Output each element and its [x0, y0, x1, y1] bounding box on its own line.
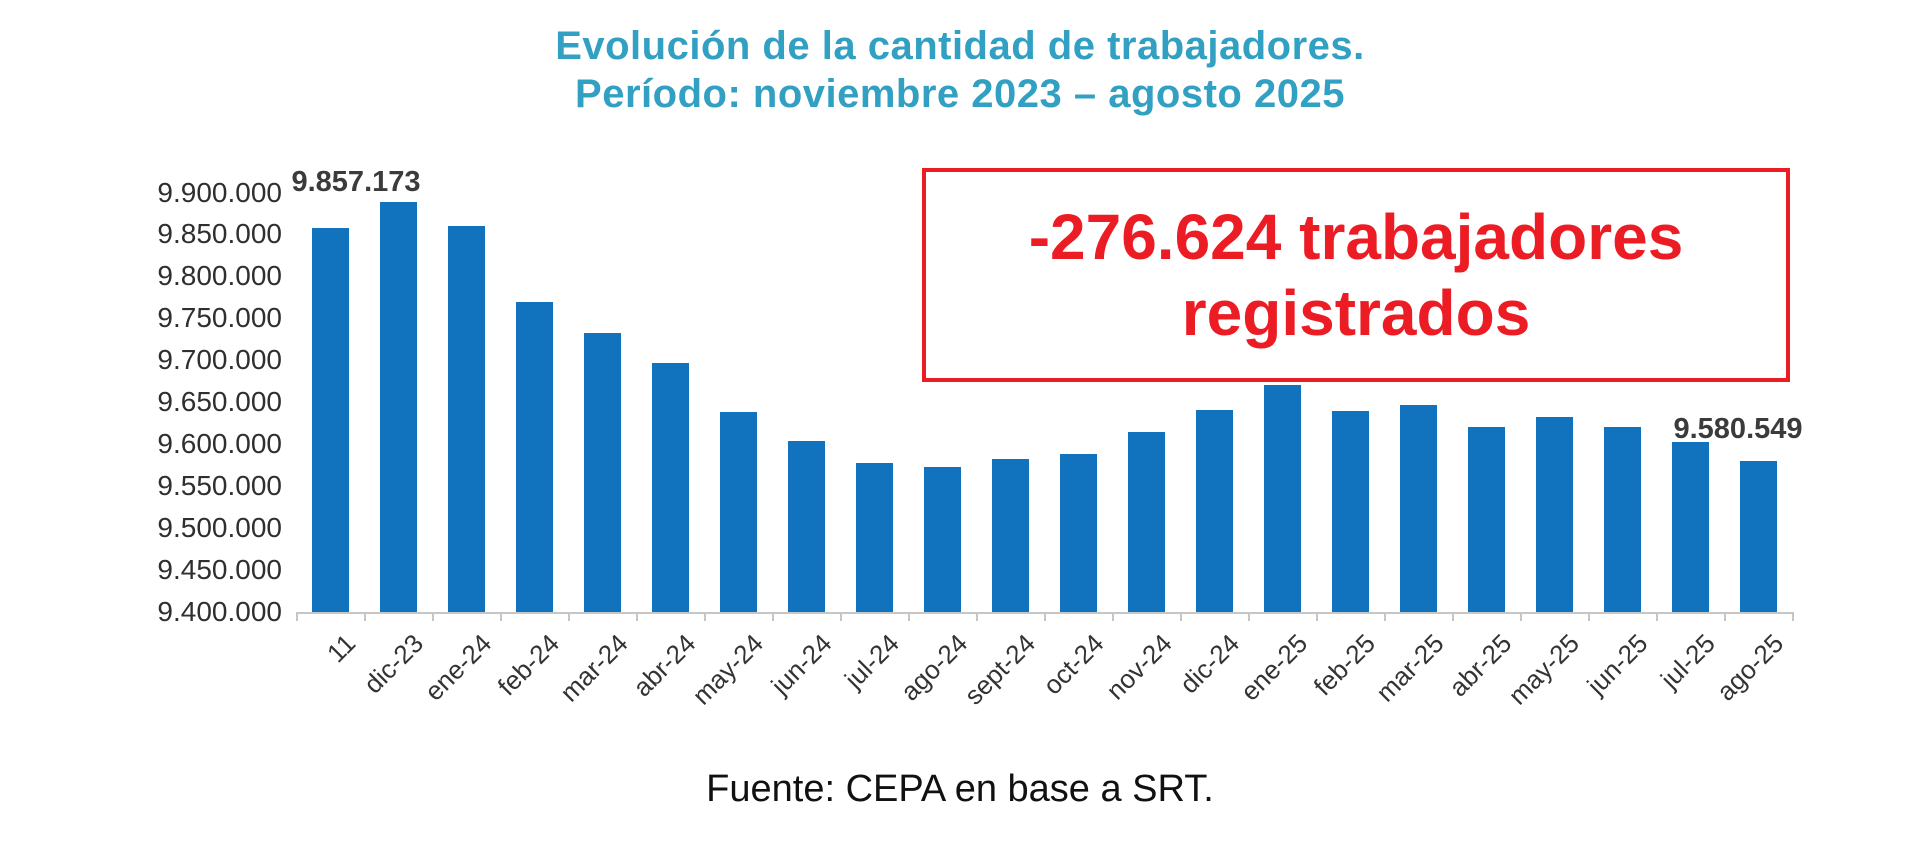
x-axis-label: ene-24 [418, 628, 498, 707]
bar-abr-24 [651, 362, 689, 612]
y-axis-tick-label: 9.900.000 [157, 176, 282, 208]
x-axis-label: 11 [320, 628, 362, 669]
bar-ago-24 [923, 466, 961, 612]
bar-jun-25 [1603, 426, 1641, 612]
tick-mark [908, 614, 910, 621]
bar-feb-25 [1331, 411, 1369, 612]
x-axis-label: may-25 [1502, 628, 1586, 711]
y-axis-tick-label: 9.650.000 [157, 386, 282, 418]
bar-feb-24 [515, 301, 553, 612]
x-axis-label: oct-24 [1036, 628, 1110, 701]
data-label: 9.857.173 [291, 166, 421, 199]
x-axis-label: sept-24 [958, 628, 1042, 711]
bar-sept-24 [991, 459, 1029, 612]
x-axis-label: feb-25 [1307, 628, 1382, 702]
bar-jun-24 [787, 440, 825, 612]
bar-may-24 [719, 412, 757, 612]
tick-mark [1044, 614, 1046, 621]
tick-mark [1112, 614, 1114, 621]
data-label: 9.580.549 [1673, 412, 1803, 445]
tick-mark [1520, 614, 1522, 621]
y-axis-tick-label: 9.450.000 [157, 554, 282, 586]
bar-ago-25 [1739, 460, 1777, 612]
tick-mark [500, 614, 502, 621]
annotation-line1: -276.624 trabajadores [1028, 201, 1684, 273]
bar-dic-24 [1195, 409, 1233, 612]
bar-11 [311, 228, 349, 612]
y-axis-tick-label: 9.750.000 [157, 302, 282, 334]
bar-jul-24 [855, 462, 893, 612]
tick-mark [1452, 614, 1454, 621]
x-axis-label: nov-24 [1099, 628, 1178, 706]
tick-mark [1248, 614, 1250, 621]
tick-mark [840, 614, 842, 621]
x-axis-label: jun-24 [764, 628, 838, 701]
y-axis-tick-label: 9.700.000 [157, 344, 282, 376]
x-axis-line [296, 612, 1794, 614]
bar-nov-24 [1127, 431, 1165, 612]
tick-mark [704, 614, 706, 621]
bar-jul-25 [1671, 441, 1709, 612]
y-axis-tick-label: 9.800.000 [157, 260, 282, 292]
bar-mar-24 [583, 333, 621, 612]
tick-mark [772, 614, 774, 621]
y-axis-tick-label: 9.550.000 [157, 470, 282, 502]
bar-may-25 [1535, 416, 1573, 612]
x-axis-label: ago-24 [894, 628, 974, 707]
x-axis-label: feb-24 [491, 628, 566, 702]
x-axis-label: ene-25 [1234, 628, 1314, 707]
tick-mark [1724, 614, 1726, 621]
x-axis-label: dic-24 [1173, 628, 1246, 700]
tick-mark [1180, 614, 1182, 621]
bar-dic-23 [379, 201, 417, 612]
bar-ene-25 [1263, 385, 1301, 612]
tick-mark [636, 614, 638, 621]
tick-mark [568, 614, 570, 621]
bar-ene-24 [447, 226, 485, 612]
chart-title: Evolución de la cantidad de trabajadores… [555, 24, 1365, 68]
tick-mark [1792, 614, 1794, 621]
tick-mark [1316, 614, 1318, 621]
tick-mark [1384, 614, 1386, 621]
x-axis-label: may-24 [686, 628, 770, 711]
y-axis-tick-label: 9.500.000 [157, 512, 282, 544]
chart-title-block: Evolución de la cantidad de trabajadores… [0, 22, 1920, 118]
x-axis-label: mar-25 [1369, 628, 1450, 708]
tick-mark [364, 614, 366, 621]
tick-mark [1656, 614, 1658, 621]
y-axis-tick-label: 9.400.000 [157, 596, 282, 627]
annotation-line2: registrados [1181, 277, 1531, 349]
x-axis-label: ago-25 [1710, 628, 1790, 707]
tick-mark [296, 614, 298, 621]
y-axis-tick-label: 9.600.000 [157, 428, 282, 460]
x-axis-label: dic-23 [357, 628, 430, 700]
source-note: Fuente: CEPA en base a SRT. [706, 768, 1214, 810]
y-axis-tick-label: 9.850.000 [157, 218, 282, 250]
tick-mark [976, 614, 978, 621]
bar-mar-25 [1399, 404, 1437, 612]
x-axis-label: jun-25 [1580, 628, 1654, 701]
bar-oct-24 [1059, 454, 1097, 612]
x-axis-label: mar-24 [553, 628, 634, 708]
tick-mark [432, 614, 434, 621]
bar-abr-25 [1467, 427, 1505, 612]
chart-subtitle: Período: noviembre 2023 – agosto 2025 [575, 72, 1345, 116]
annotation-box: -276.624 trabajadores registrados [922, 168, 1790, 382]
tick-mark [1588, 614, 1590, 621]
